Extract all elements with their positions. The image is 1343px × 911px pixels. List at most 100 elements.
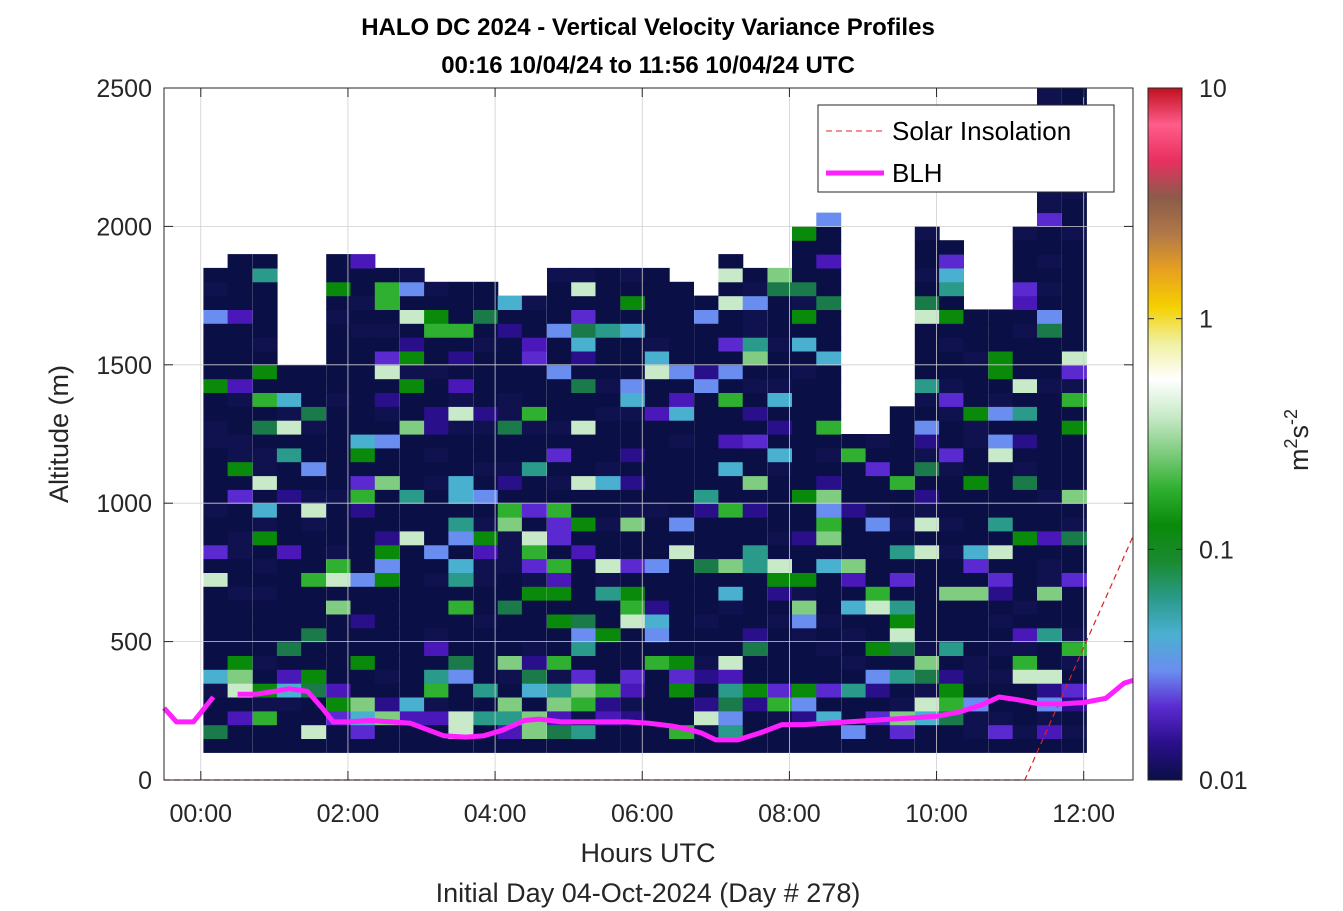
heatmap-cell <box>889 461 915 477</box>
heatmap-cell <box>276 503 302 518</box>
heatmap-cell <box>497 392 523 407</box>
heatmap-cell <box>448 641 474 656</box>
heatmap-cell <box>547 503 572 518</box>
heatmap-cell <box>669 503 694 518</box>
heatmap-cell <box>497 544 523 560</box>
heatmap-cell <box>792 378 817 393</box>
heatmap-cell <box>988 392 1014 407</box>
heatmap-cell <box>252 420 278 435</box>
heatmap-cell <box>547 697 572 712</box>
heatmap-cell <box>620 489 646 504</box>
heatmap-cell <box>424 600 449 615</box>
heatmap-cell <box>1037 406 1062 421</box>
heatmap-cell <box>792 683 817 698</box>
heatmap-cell <box>521 572 547 587</box>
x-tick-label: 06:00 <box>611 800 674 828</box>
heatmap-cell <box>448 627 474 643</box>
heatmap-cell <box>595 586 621 601</box>
heatmap-cell <box>521 724 547 739</box>
heatmap-cell <box>374 669 400 684</box>
heatmap-cell <box>1037 544 1062 560</box>
heatmap-cell <box>620 558 646 573</box>
heatmap-cell <box>326 641 352 656</box>
heatmap-cell <box>939 530 964 546</box>
heatmap-cell <box>816 212 842 227</box>
heatmap-cell <box>1037 613 1062 629</box>
heatmap-cell <box>816 655 842 670</box>
heatmap-cell <box>914 337 940 352</box>
heatmap-cell <box>1062 198 1087 214</box>
heatmap-cell <box>914 558 940 573</box>
colorbar-tick-label: 0.1 <box>1199 536 1234 564</box>
heatmap-cell <box>792 461 817 477</box>
heatmap-cell <box>350 544 376 560</box>
heatmap-cell <box>816 226 842 241</box>
heatmap-cell <box>792 434 817 449</box>
heatmap-cell <box>767 697 793 712</box>
heatmap-cell <box>595 392 621 407</box>
heatmap-cell <box>620 475 646 490</box>
heatmap-cell <box>889 420 915 435</box>
heatmap-cell <box>669 364 694 380</box>
heatmap-cell <box>816 530 842 546</box>
heatmap-cell <box>1037 669 1062 684</box>
heatmap-cell <box>227 295 253 310</box>
heatmap-cell <box>374 530 400 546</box>
heatmap-cell <box>841 655 867 670</box>
heatmap-cell <box>1037 600 1062 615</box>
heatmap-cell <box>521 613 547 629</box>
heatmap-cell <box>742 655 768 670</box>
heatmap-cell <box>1012 600 1038 615</box>
heatmap-cell <box>669 572 694 587</box>
heatmap-cell <box>767 669 793 684</box>
heatmap-cell <box>252 351 278 366</box>
heatmap-cell <box>816 254 842 269</box>
heatmap-cell <box>424 475 449 490</box>
heatmap-cell <box>644 364 670 380</box>
heatmap-cell <box>914 503 940 518</box>
heatmap-cell <box>521 544 547 560</box>
heatmap-cell <box>718 503 744 518</box>
heatmap-cell <box>497 627 523 643</box>
heatmap-cell <box>694 613 719 629</box>
heatmap-cell <box>203 724 229 739</box>
heatmap-cell <box>767 378 793 393</box>
heatmap-cell <box>521 378 547 393</box>
heatmap-cell <box>473 447 499 463</box>
heatmap-cell <box>1062 613 1087 629</box>
heatmap-cell <box>644 337 670 352</box>
heatmap-cell <box>742 517 768 532</box>
heatmap-cell <box>1012 378 1038 393</box>
heatmap-cell <box>939 627 964 643</box>
heatmap-cell <box>841 530 867 546</box>
heatmap-cell <box>227 254 253 269</box>
heatmap-cell <box>939 517 964 532</box>
heatmap-cell <box>1037 254 1062 269</box>
heatmap-cell <box>1062 683 1087 698</box>
heatmap-cell <box>841 517 867 532</box>
heatmap-cell <box>1062 378 1087 393</box>
heatmap-cell <box>424 406 449 421</box>
heatmap-cell <box>374 351 400 366</box>
heatmap-cell <box>963 378 989 393</box>
heatmap-cell <box>792 254 817 269</box>
heatmap-cell <box>203 378 229 393</box>
heatmap-cell <box>497 420 523 435</box>
heatmap-cell <box>963 669 989 684</box>
heatmap-cell <box>276 530 302 546</box>
heatmap-cell <box>521 586 547 601</box>
colorbar-tick-label: 1 <box>1199 306 1213 334</box>
heatmap-cell <box>620 738 646 753</box>
heatmap-cell <box>939 724 964 739</box>
heatmap-cell <box>841 489 867 504</box>
heatmap-cell <box>1012 254 1038 269</box>
heatmap-cell <box>203 420 229 435</box>
heatmap-cell <box>374 697 400 712</box>
heatmap-cell <box>988 420 1014 435</box>
heatmap-cell <box>1062 586 1087 601</box>
heatmap-cell <box>448 544 474 560</box>
heatmap-cell <box>595 600 621 615</box>
heatmap-cell <box>374 613 400 629</box>
heatmap-cell <box>276 364 302 380</box>
heatmap-cell <box>1037 683 1062 698</box>
